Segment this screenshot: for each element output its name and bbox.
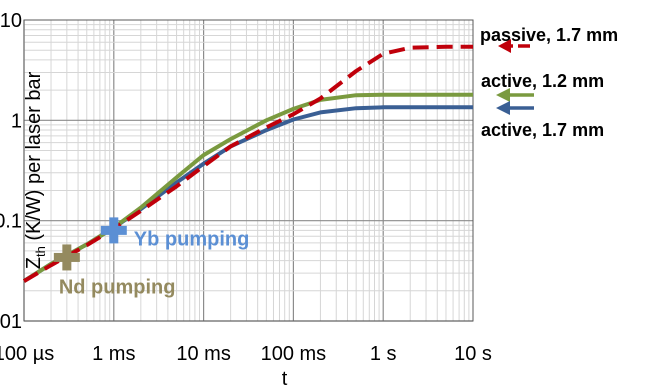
x-axis-title: t bbox=[282, 368, 288, 390]
series-line-active-1-2-mm bbox=[22, 92, 473, 283]
x-tick-label: 10 ms bbox=[176, 343, 230, 365]
legend: passive, 1.7 mm active, 1.2 mm active, 1… bbox=[480, 25, 618, 140]
x-tick-label: 100 ms bbox=[261, 343, 327, 365]
x-tick-label: 1 ms bbox=[92, 343, 135, 365]
y-axis-title: Zth (K/W) per laser bar bbox=[23, 71, 48, 269]
legend-arrow-passive-head bbox=[498, 39, 511, 53]
legend-arrow-active12-head bbox=[496, 88, 510, 102]
y-tick-label: 0.1 bbox=[0, 211, 22, 233]
y-tick-label: 10 bbox=[0, 10, 22, 32]
x-tick-labels: 100 µs 1 ms 10 ms 100 ms 1 s 10 s bbox=[0, 343, 492, 365]
series-line-active-1-7-mm bbox=[22, 105, 473, 283]
x-tick-label: 1 s bbox=[370, 343, 397, 365]
yb-pumping-label: Yb pumping bbox=[134, 228, 250, 250]
x-tick-label: 10 s bbox=[454, 343, 492, 365]
y-tick-label: 1 bbox=[11, 110, 22, 132]
yb-pumping-marker bbox=[100, 217, 127, 244]
series-group bbox=[22, 44, 473, 283]
y-tick-label: 0.01 bbox=[0, 311, 22, 333]
y-axis-title-sub: th bbox=[33, 246, 48, 257]
plot-frame bbox=[23, 19, 474, 322]
y-axis-title-rest: (K/W) per laser bar bbox=[23, 71, 45, 246]
nd-pumping-label: Nd pumping bbox=[59, 276, 176, 298]
legend-arrow-active17-head bbox=[496, 101, 510, 115]
nd-pumping-marker bbox=[53, 244, 80, 271]
markers-group: Yb pumping Nd pumping bbox=[53, 217, 250, 298]
series-line-passive-1-7-mm bbox=[22, 44, 473, 283]
grid bbox=[23, 20, 473, 322]
y-tick-labels: 0.01 0.1 1 10 bbox=[0, 10, 22, 333]
legend-label-passive-1-7mm: passive, 1.7 mm bbox=[480, 25, 618, 45]
legend-label-active-1-2mm: active, 1.2 mm bbox=[481, 71, 604, 91]
legend-label-active-1-7mm: active, 1.7 mm bbox=[481, 120, 604, 140]
x-tick-label: 100 µs bbox=[0, 343, 54, 365]
y-axis-title-main: Z bbox=[23, 257, 45, 269]
